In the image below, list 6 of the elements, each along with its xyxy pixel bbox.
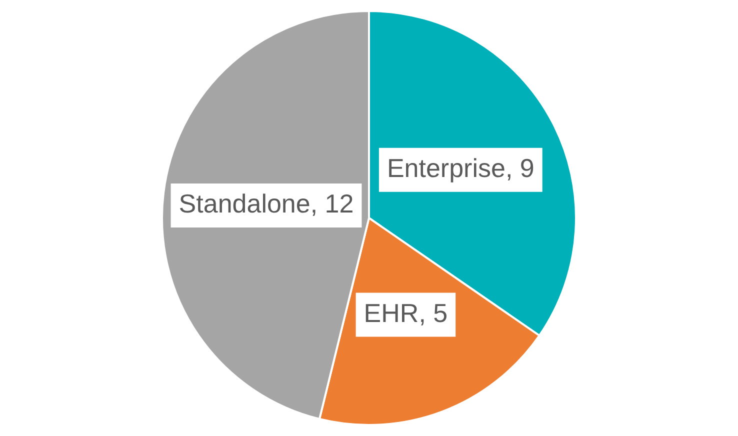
slice-label: Enterprise (386, 153, 506, 184)
data-label: , 5 (418, 298, 448, 328)
data-label: , 12 (310, 188, 354, 219)
slice-label: Standalone (178, 188, 310, 219)
slice-label: EHR (364, 298, 419, 328)
data-label: , 9 (505, 153, 534, 184)
